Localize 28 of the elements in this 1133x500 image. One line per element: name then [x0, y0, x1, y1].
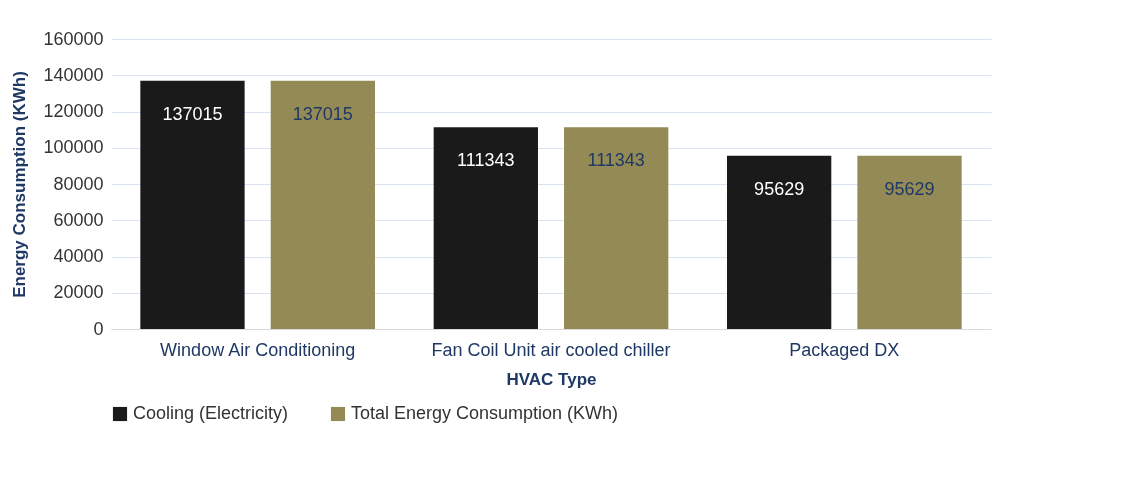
bar — [857, 155, 962, 329]
bar — [140, 80, 245, 329]
y-tick-label: 140000 — [43, 64, 104, 85]
y-tick-label: 60000 — [53, 209, 104, 230]
y-tick-label: 100000 — [43, 137, 104, 158]
bar — [270, 80, 375, 329]
bar — [727, 155, 832, 329]
data-label: 111343 — [457, 150, 515, 171]
y-axis-title: Energy Consumption (KWh) — [10, 71, 30, 298]
y-tick-label: 40000 — [53, 246, 104, 266]
x-tick-label: Packaged DX — [789, 339, 900, 360]
bar — [564, 127, 669, 329]
legend-label: Cooling (Electricity) — [133, 403, 289, 423]
legend-label: Total Energy Consumption (KWh) — [351, 403, 619, 423]
x-axis-title: HVAC Type — [506, 369, 597, 389]
y-tick-label: 0 — [93, 318, 104, 339]
y-tick-label: 160000 — [43, 28, 104, 49]
data-label: 95629 — [754, 178, 805, 199]
data-label: 111343 — [587, 150, 645, 171]
bar — [433, 127, 538, 329]
data-label: 95629 — [884, 178, 935, 199]
x-tick-label: Fan Coil Unit air cooled chiller — [431, 339, 671, 360]
data-label: 137015 — [292, 103, 353, 124]
x-tick-label: Window Air Conditioning — [160, 339, 356, 360]
y-tick-label: 80000 — [53, 173, 104, 194]
data-label: 137015 — [162, 103, 223, 124]
y-tick-label: 120000 — [43, 101, 104, 121]
y-tick-label: 20000 — [53, 282, 104, 303]
